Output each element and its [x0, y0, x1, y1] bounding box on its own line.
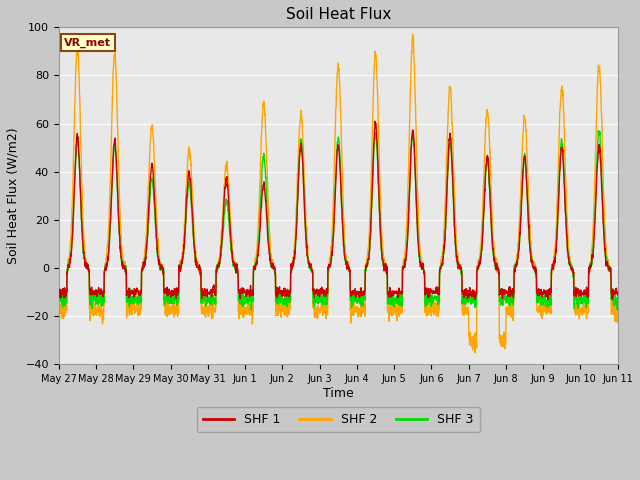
Legend: SHF 1, SHF 2, SHF 3: SHF 1, SHF 2, SHF 3 — [196, 407, 479, 432]
Title: Soil Heat Flux: Soil Heat Flux — [285, 7, 391, 22]
X-axis label: Time: Time — [323, 387, 353, 400]
Text: VR_met: VR_met — [64, 37, 111, 48]
Y-axis label: Soil Heat Flux (W/m2): Soil Heat Flux (W/m2) — [7, 128, 20, 264]
